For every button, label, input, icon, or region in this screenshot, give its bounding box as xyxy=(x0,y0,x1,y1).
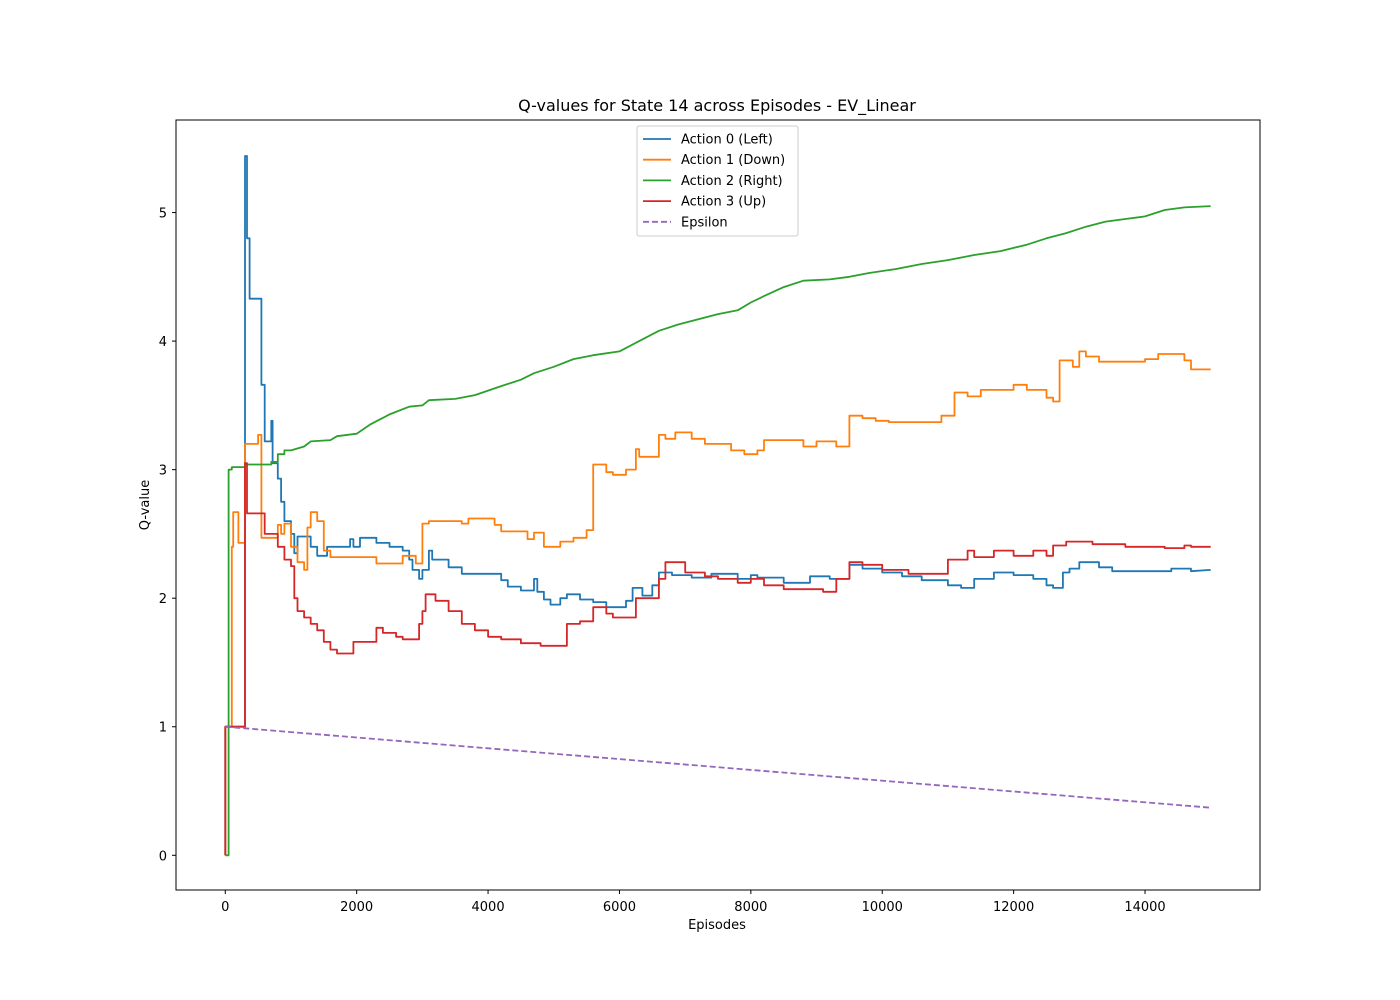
series-line-4 xyxy=(225,725,1211,809)
legend-label-0: Action 0 (Left) xyxy=(681,133,773,148)
series-line-2 xyxy=(225,205,1211,857)
series-line-0 xyxy=(224,155,1211,856)
x-tick-label: 4000 xyxy=(472,900,505,915)
x-tick-label: 6000 xyxy=(603,900,636,915)
x-tick-label: 14000 xyxy=(1124,900,1165,915)
x-tick-label: 12000 xyxy=(993,900,1034,915)
x-tick-label: 0 xyxy=(221,900,229,915)
legend-label-1: Action 1 (Down) xyxy=(681,153,785,168)
legend-box xyxy=(636,125,799,237)
series-line-3 xyxy=(224,462,1211,856)
y-tick-label: 0 xyxy=(159,849,167,864)
plot-frame xyxy=(175,119,1261,891)
chart-title: Q-values for State 14 across Episodes - … xyxy=(518,96,916,116)
x-axis: 0 2000 4000 6000 8000 10000 12000 14000 xyxy=(221,890,1166,915)
legend-label-2: Action 2 (Right) xyxy=(681,174,783,189)
y-tick-label: 4 xyxy=(159,335,167,350)
series-group xyxy=(224,155,1211,857)
x-tick-label: 8000 xyxy=(734,900,767,915)
x-tick-label: 2000 xyxy=(340,900,373,915)
x-tick-label: 10000 xyxy=(862,900,903,915)
y-tick-label: 3 xyxy=(159,464,167,479)
y-tick-label: 2 xyxy=(159,592,167,607)
y-tick-label: 5 xyxy=(159,207,167,222)
series-line-1 xyxy=(224,350,1211,856)
legend: Action 0 (Left) Action 1 (Down) Action 2 (… xyxy=(636,125,799,237)
x-axis-label: Episodes xyxy=(688,918,746,933)
y-tick-label: 1 xyxy=(159,721,167,736)
y-axis: 0 1 2 3 4 5 xyxy=(159,207,176,864)
y-axis-label: Q-value xyxy=(138,480,153,530)
legend-label-4: Epsilon xyxy=(681,215,728,230)
legend-label-3: Action 3 (Up) xyxy=(681,195,766,210)
